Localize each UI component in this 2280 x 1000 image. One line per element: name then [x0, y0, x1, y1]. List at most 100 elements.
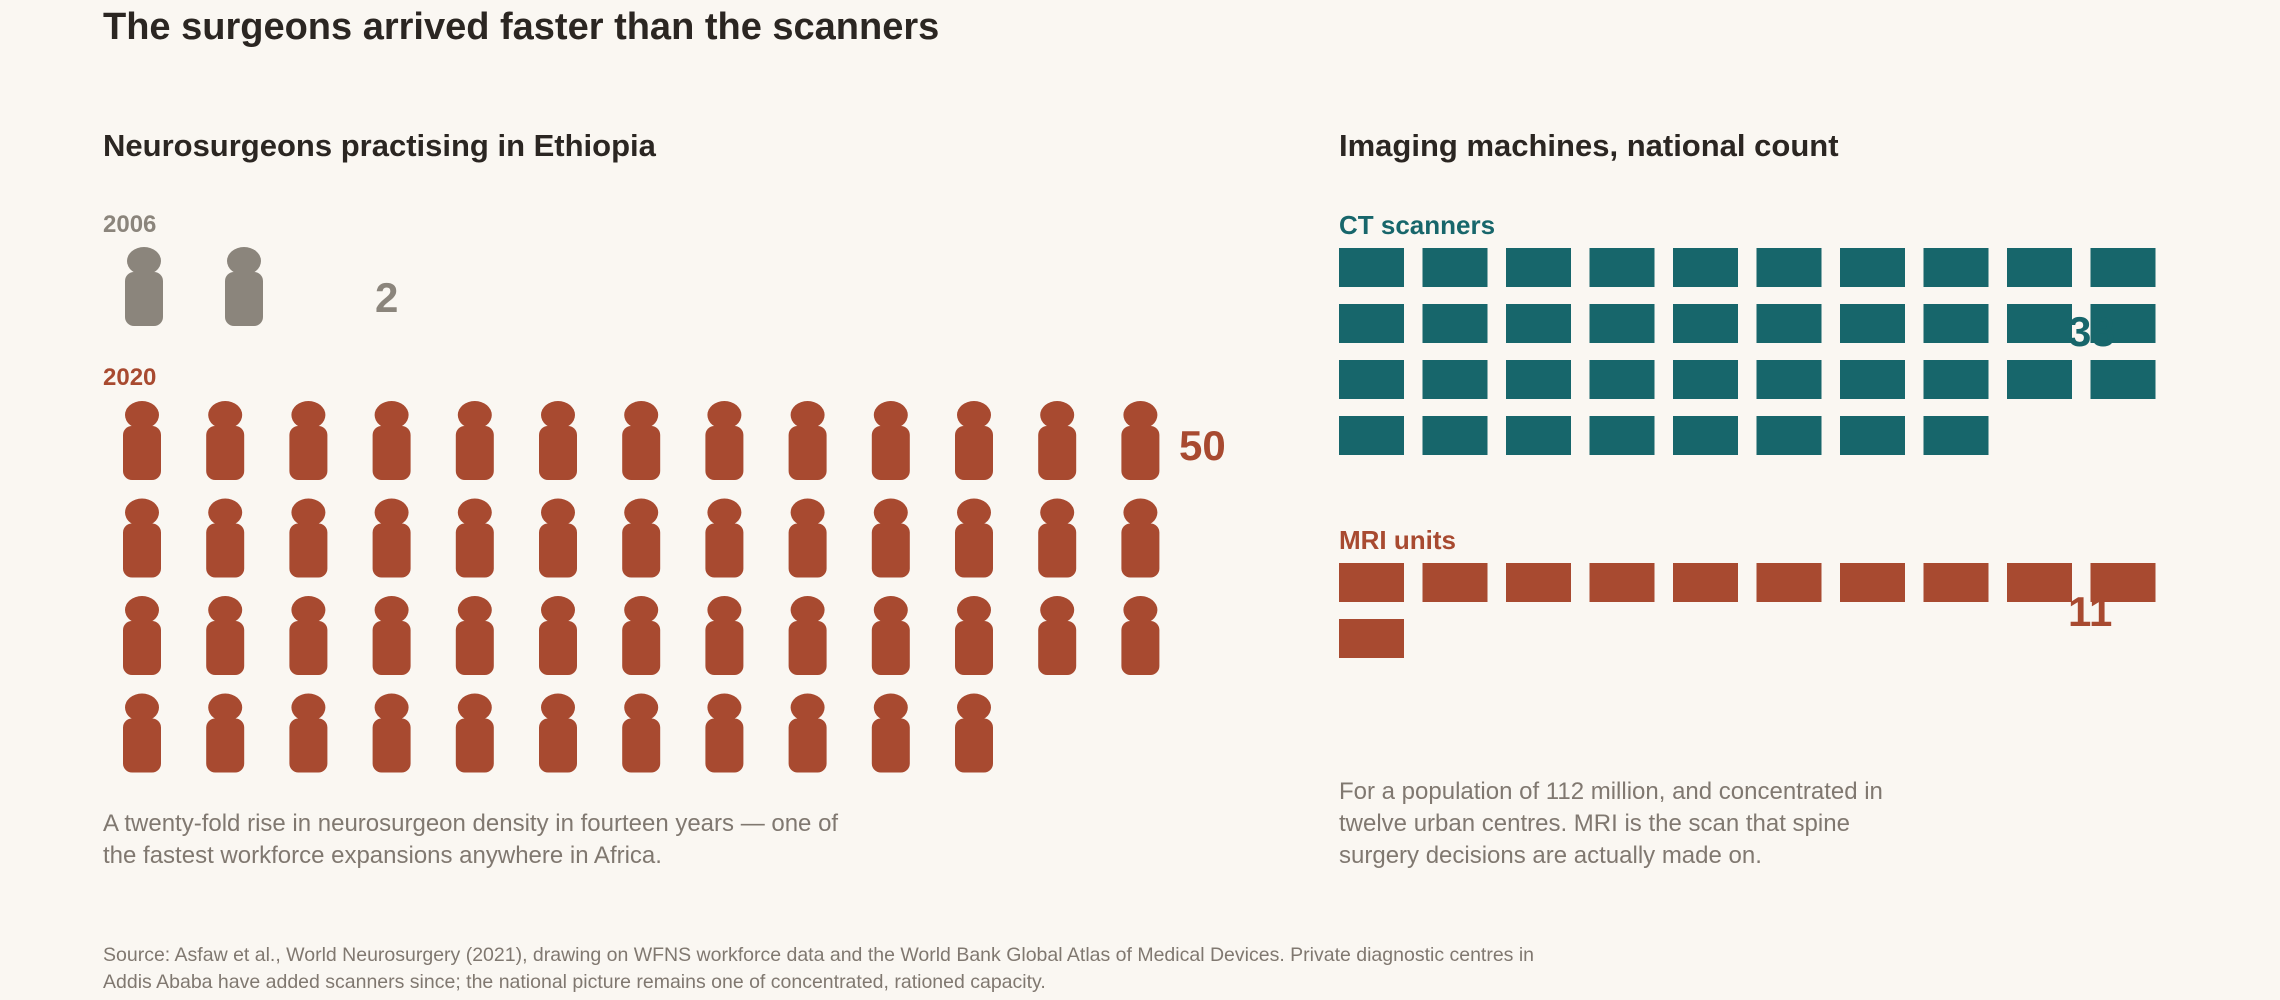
ct-scanner-block-icon: [1422, 304, 1488, 343]
person-icon-2020: [955, 498, 993, 578]
person-icon-2020: [289, 693, 328, 773]
ct-scanner-block-icon: [2007, 360, 2072, 399]
person-icon-2020: [206, 693, 245, 773]
person-icon-2020: [622, 693, 661, 773]
mri-unit-block-icon: [2090, 563, 2156, 602]
page-title: The surgeons arrived faster than the sca…: [103, 6, 940, 48]
person-icon-2020: [1121, 596, 1160, 675]
ct-scanner-block-icon: [1673, 360, 1738, 399]
person-icon-2020: [455, 498, 494, 578]
mri-unit-block-icon: [1339, 619, 1404, 658]
person-icon-2020: [455, 693, 494, 773]
year-label-2006: 2006: [103, 211, 157, 238]
imaging-panel-title: Imaging machines, national count: [1339, 128, 1839, 163]
ct-scanner-block-icon: [1506, 360, 1571, 399]
person-icon-2020: [871, 596, 910, 675]
person-icon-2020: [539, 596, 577, 675]
ct-scanner-block-icon: [1673, 248, 1738, 287]
value-label-2006: 2: [375, 274, 399, 321]
person-icon-2020: [705, 498, 744, 578]
person-icon-2020: [539, 401, 577, 480]
ct-scanner-block-icon: [1422, 416, 1488, 455]
person-icon-2020: [1038, 596, 1077, 675]
person-icon-2020: [705, 596, 744, 675]
mri-units-label: MRI units: [1339, 525, 1456, 555]
person-icon-2020: [788, 498, 827, 578]
person-icon-2020: [289, 596, 328, 675]
neurosurgeons-note: A twenty-fold rise in neurosurgeon densi…: [103, 810, 839, 869]
person-icon-2020: [871, 498, 910, 578]
person-icon-2020: [289, 401, 328, 480]
ct-scanner-block-icon: [1923, 360, 1989, 399]
ct-scanner-block-icon: [1339, 304, 1404, 343]
person-icon-2020: [123, 498, 161, 578]
ct-scanner-block-icon: [1339, 248, 1404, 287]
person-icon-2006: [225, 247, 263, 326]
ct-scanners-label: CT scanners: [1339, 210, 1496, 240]
person-icon-2020: [206, 401, 245, 480]
ct-scanner-block-icon: [1840, 360, 1905, 399]
person-icon-2020: [123, 401, 161, 480]
ct-scanner-block-icon: [1756, 248, 1822, 287]
mri-unit-block-icon: [1840, 563, 1905, 602]
person-icon-2020: [955, 401, 993, 480]
mri-unit-block-icon: [1422, 563, 1488, 602]
year-label-2020: 2020: [103, 364, 157, 391]
person-icon-2020: [1121, 498, 1160, 578]
person-icon-2020: [123, 693, 161, 773]
person-icon-2020: [622, 596, 661, 675]
person-icon-2020: [1038, 401, 1077, 480]
ct-scanner-block-icon: [2090, 248, 2156, 287]
person-icon-2020: [622, 401, 661, 480]
person-icon-2020: [372, 401, 411, 480]
person-icon-2020: [206, 596, 245, 675]
ct-scanner-block-icon: [1840, 304, 1905, 343]
ct-scanner-block-icon: [1840, 416, 1905, 455]
ct-scanner-block-icon: [1339, 416, 1404, 455]
ct-scanner-block-icon: [1673, 304, 1738, 343]
person-icon-2020: [1038, 498, 1077, 578]
ct-scanner-block-icon: [1923, 248, 1989, 287]
ct-scanner-block-icon: [1923, 304, 1989, 343]
ct-scanner-block-icon: [1589, 248, 1655, 287]
ct-scanner-block-icon: [2090, 360, 2156, 399]
person-icon-2020: [705, 401, 744, 480]
person-icon-2020: [539, 498, 577, 578]
ct-scanner-block-icon: [1840, 248, 1905, 287]
ct-scanner-block-icon: [1506, 416, 1571, 455]
ct-scanner-block-icon: [2007, 248, 2072, 287]
person-icon-2020: [955, 693, 993, 773]
person-icon-2020: [622, 498, 661, 578]
ct-scanner-block-icon: [1506, 248, 1571, 287]
ct-scanner-block-icon: [1756, 416, 1822, 455]
mri-unit-block-icon: [1923, 563, 1989, 602]
person-icon-2020: [788, 401, 827, 480]
ct-scanner-block-icon: [1673, 416, 1738, 455]
person-icon-2020: [871, 693, 910, 773]
ct-scanner-block-icon: [1422, 248, 1488, 287]
ct-scanner-block-icon: [1506, 304, 1571, 343]
imaging-note: For a population of 112 million, and con…: [1339, 778, 1883, 869]
person-icon-2020: [455, 401, 494, 480]
person-icon-2020: [705, 693, 744, 773]
value-label-mri-units: 11: [2068, 588, 2113, 635]
mri-unit-block-icon: [1339, 563, 1404, 602]
mri-unit-block-icon: [1506, 563, 1571, 602]
person-icon-2006: [125, 247, 163, 326]
person-icon-2020: [289, 498, 328, 578]
value-label-ct-scanners: 38: [2068, 308, 2115, 355]
ct-scanner-block-icon: [1422, 360, 1488, 399]
person-icon-2020: [1121, 401, 1160, 480]
person-icon-2020: [455, 596, 494, 675]
ct-scanner-block-icon: [2090, 304, 2156, 343]
person-icon-2020: [123, 596, 161, 675]
mri-unit-block-icon: [1673, 563, 1738, 602]
source-note: Source: Asfaw et al., World Neurosurgery…: [103, 944, 1535, 993]
person-icon-2020: [871, 401, 910, 480]
mri-unit-block-icon: [2007, 563, 2072, 602]
ct-scanner-block-icon: [1589, 416, 1655, 455]
person-icon-2020: [955, 596, 993, 675]
person-icon-2020: [206, 498, 245, 578]
ct-scanner-block-icon: [2007, 304, 2072, 343]
